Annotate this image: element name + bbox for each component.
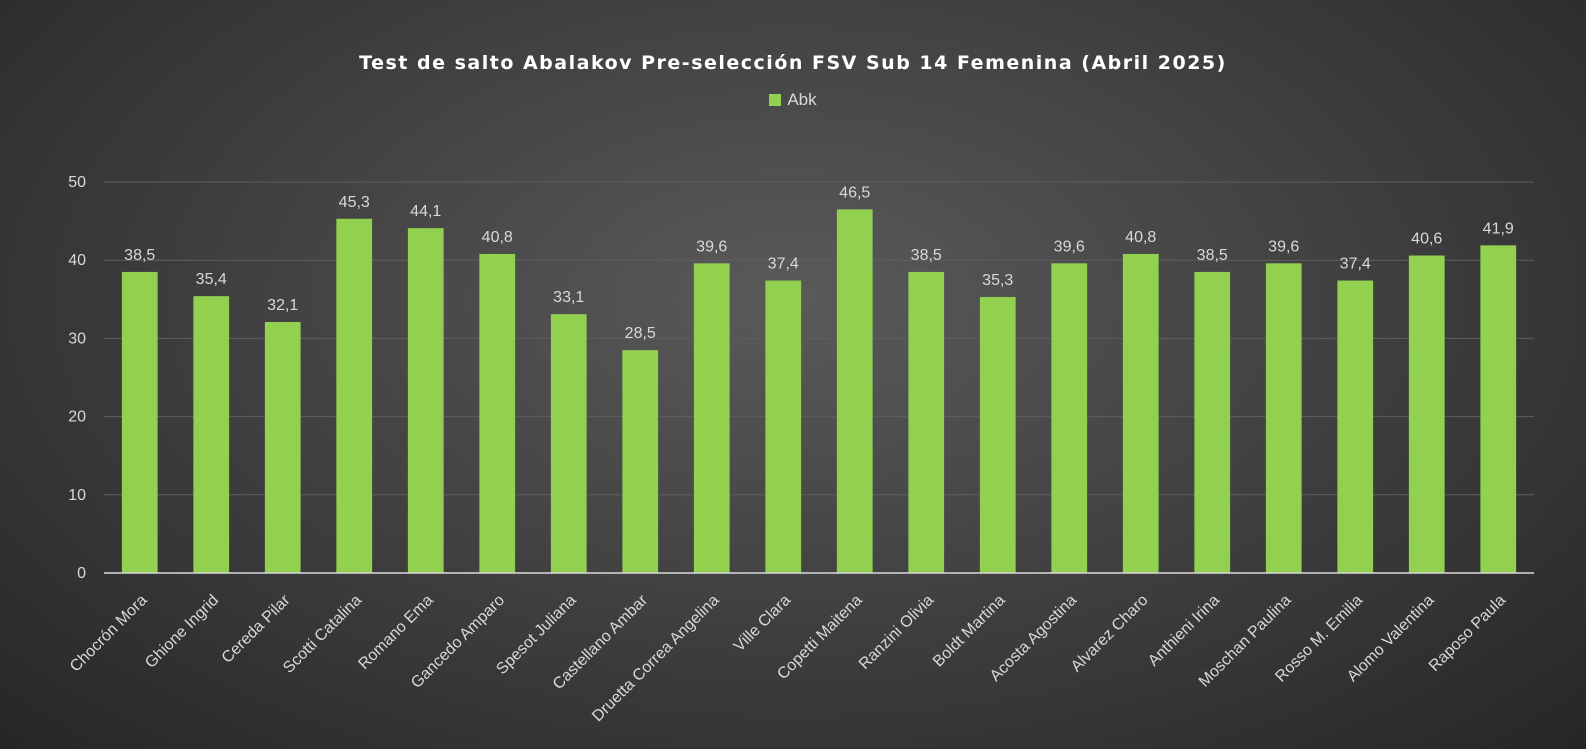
bar bbox=[550, 314, 587, 573]
chart-title: Test de salto Abalakov Pre-selección FSV… bbox=[359, 52, 1227, 74]
y-tick-label: 50 bbox=[68, 174, 86, 191]
bar bbox=[1480, 245, 1517, 574]
data-label: 46,5 bbox=[839, 184, 870, 201]
data-label: 38,5 bbox=[124, 247, 155, 264]
x-tick-label: Alvarez Charo bbox=[1068, 592, 1152, 676]
x-tick-label: Boldt Martina bbox=[930, 592, 1009, 671]
data-label: 38,5 bbox=[1197, 247, 1228, 264]
x-tick-label: Chocrón Mora bbox=[67, 592, 151, 676]
y-tick-label: 20 bbox=[68, 409, 86, 426]
data-label: 28,5 bbox=[625, 325, 656, 342]
x-tick-label: Ville Clara bbox=[731, 592, 794, 655]
x-tick-label: Anthieni Irina bbox=[1145, 592, 1223, 670]
data-label: 35,4 bbox=[196, 271, 227, 288]
data-label: 40,8 bbox=[1125, 229, 1156, 246]
bar bbox=[264, 321, 301, 573]
data-label: 33,1 bbox=[553, 289, 584, 306]
bar bbox=[1051, 263, 1088, 573]
data-label: 39,6 bbox=[1268, 238, 1299, 255]
legend-swatch bbox=[769, 94, 782, 106]
bar bbox=[908, 271, 945, 573]
bar bbox=[622, 350, 659, 573]
bar bbox=[1194, 271, 1231, 573]
data-label: 44,1 bbox=[410, 203, 441, 220]
data-label: 37,4 bbox=[768, 256, 799, 273]
data-label: 38,5 bbox=[911, 247, 942, 264]
data-label: 40,6 bbox=[1411, 231, 1442, 248]
bar bbox=[1337, 280, 1374, 573]
bar bbox=[121, 271, 158, 573]
x-tick-label: Romano Ema bbox=[355, 592, 436, 673]
y-tick-label: 30 bbox=[68, 330, 86, 347]
data-label: 39,6 bbox=[696, 238, 727, 255]
y-tick-label: 10 bbox=[68, 487, 86, 504]
bar bbox=[193, 296, 230, 573]
data-label: 32,1 bbox=[267, 297, 298, 314]
bar bbox=[479, 253, 516, 573]
data-label: 39,6 bbox=[1054, 238, 1085, 255]
data-label: 45,3 bbox=[339, 194, 370, 211]
bar bbox=[693, 263, 730, 573]
bar bbox=[1408, 255, 1445, 573]
x-tick-label: Ranzini Olivia bbox=[856, 592, 937, 673]
data-label: 35,3 bbox=[982, 272, 1013, 289]
x-tick-label: Druetta Correa Angelina bbox=[589, 592, 722, 725]
y-tick-label: 0 bbox=[77, 565, 86, 582]
legend: Abk bbox=[0, 90, 1586, 110]
bar bbox=[336, 218, 373, 573]
y-tick-label: 40 bbox=[68, 252, 86, 269]
bar bbox=[1265, 263, 1302, 573]
bar bbox=[1122, 253, 1159, 573]
bar bbox=[979, 296, 1016, 573]
data-label: 41,9 bbox=[1483, 220, 1514, 237]
legend-label: Abk bbox=[787, 90, 817, 109]
data-label: 40,8 bbox=[482, 229, 513, 246]
x-tick-label: Cereda Pilar bbox=[219, 591, 294, 666]
x-tick-label: Raposo Paula bbox=[1426, 592, 1509, 675]
bar bbox=[836, 209, 873, 573]
bar bbox=[765, 280, 802, 573]
bar bbox=[407, 228, 444, 573]
x-tick-label: Ghione Ingrid bbox=[142, 592, 222, 672]
data-label: 37,4 bbox=[1340, 256, 1371, 273]
